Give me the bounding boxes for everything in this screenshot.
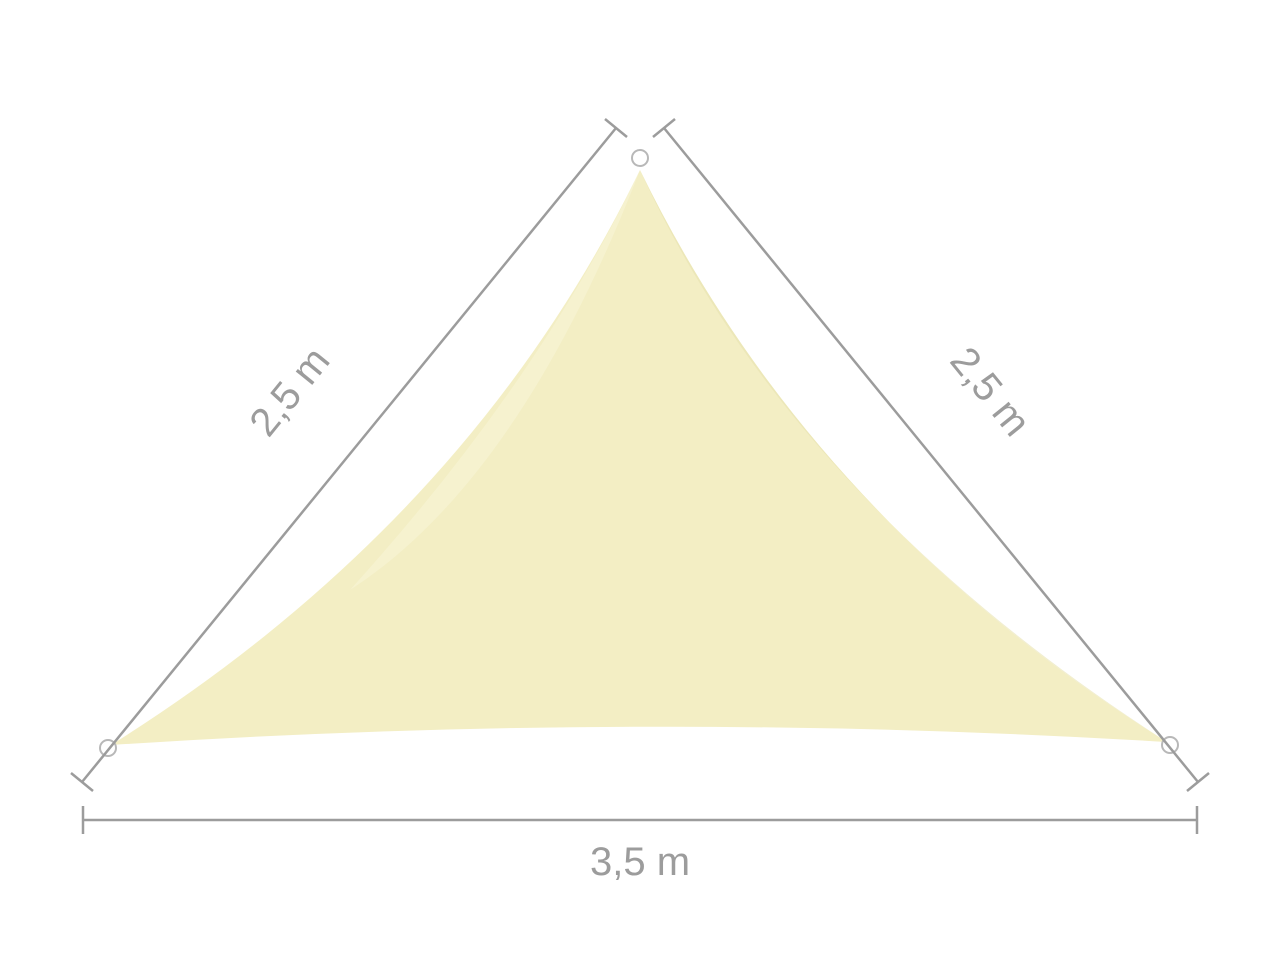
dim-bottom	[83, 806, 1197, 834]
grommet-top	[632, 150, 648, 166]
dim-left-label: 2,5 m	[241, 339, 338, 444]
dimension-diagram: 2,5 m 2,5 m 3,5 m	[0, 0, 1280, 960]
sail-shape	[111, 170, 1167, 745]
dim-bottom-label: 3,5 m	[590, 840, 690, 884]
shade-sail	[100, 150, 1178, 756]
dim-right-label: 2,5 m	[942, 339, 1039, 444]
